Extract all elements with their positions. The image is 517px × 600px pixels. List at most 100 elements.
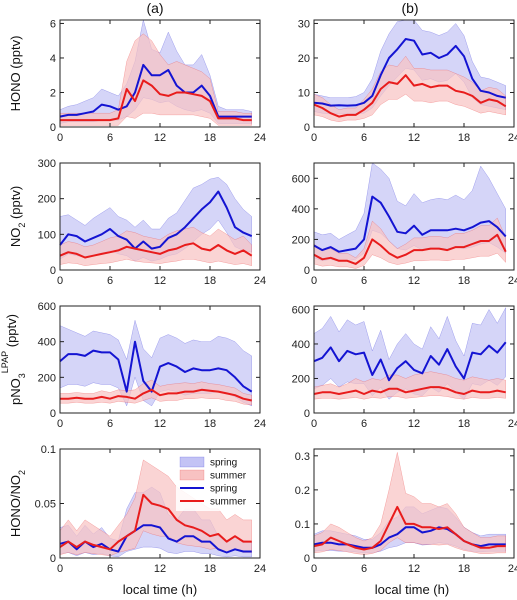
x-tick-label: 0: [57, 275, 63, 287]
x-tick-label: 12: [408, 563, 420, 575]
spring-series-line: [313, 341, 507, 382]
spring-series-line: [59, 190, 253, 250]
x-tick-label: 6: [361, 132, 367, 144]
x-tick-label: 12: [408, 275, 420, 287]
summer-series-line: [313, 505, 506, 551]
y-tick-label: 0: [304, 122, 310, 134]
x-tick-label: 0: [57, 418, 63, 430]
y-tick-label: 20: [298, 53, 310, 65]
y-tick-label: 0: [304, 408, 310, 420]
y-axis-label: NO2 (pptv): [8, 186, 27, 247]
y-tick-label: 600: [292, 173, 310, 185]
y-axis-label: HONO (pptv): [8, 36, 23, 112]
spring-series-line: [313, 38, 506, 107]
x-tick-label: 6: [107, 132, 113, 144]
x-tick-label: 24: [254, 132, 266, 144]
y-axis-label: HONO/NO2: [8, 470, 27, 537]
y-tick-label: 300: [38, 158, 56, 170]
legend-label: spring: [210, 458, 237, 469]
y-tick-label: 10: [298, 87, 310, 99]
summer-series-line: [59, 242, 253, 259]
x-tick-label: 6: [361, 275, 367, 287]
y-tick-label: 400: [38, 337, 56, 349]
panel: 0 6 12 18 24 0 0.05 0.1: [35, 444, 267, 575]
legend-summer-band-swatch: [179, 469, 205, 481]
column-title-b: (b): [401, 0, 418, 16]
summer-range-band: [59, 33, 252, 126]
x-tick-label: 0: [311, 275, 317, 287]
x-tick-label: 6: [107, 563, 113, 575]
panels: 0612182402460612182401020300612182401002…: [0, 18, 517, 575]
x-tick-label: 0: [57, 132, 63, 144]
x-tick-label: 18: [204, 132, 216, 144]
x-tick-label: 18: [458, 132, 470, 144]
summer-range-band: [313, 55, 506, 123]
x-tick-label: 12: [154, 418, 166, 430]
panel: 0 6 12 18 24 0 0.1 0.2 0.3: [295, 448, 517, 575]
panel: 0 6 12 18 24 0 100 200 300: [38, 158, 266, 287]
x-tick-label: 6: [361, 418, 367, 430]
summer-series-line: [313, 74, 507, 118]
y-tick-label: 0: [50, 553, 56, 565]
x-axis-label-a: local time (h): [123, 582, 197, 597]
summer-series-line: [60, 79, 252, 122]
y-tick-label: 0.3: [295, 451, 310, 463]
y-tick-label: 0.05: [35, 499, 56, 511]
spring-series-line: [313, 195, 507, 253]
x-tick-label: 0: [311, 132, 317, 144]
x-tick-label: 18: [204, 563, 216, 575]
x-tick-label: 0: [57, 563, 63, 575]
y-tick-label: 4: [50, 53, 56, 65]
x-tick-label: 24: [508, 132, 517, 144]
y-axis-label: pNO3LPAP (pptv): [0, 314, 27, 405]
column-title-a: (a): [146, 0, 163, 16]
y-tick-label: 600: [38, 301, 56, 313]
x-tick-label: 18: [458, 563, 470, 575]
y-tick-label: 600: [292, 304, 310, 316]
x-tick-label: 0: [311, 418, 317, 430]
x-tick-label: 18: [458, 418, 470, 430]
panel: 0 6 12 18 24 0 200 400 600: [292, 304, 517, 430]
legend-spring-band-swatch: [179, 456, 205, 468]
legend-label: summer: [210, 471, 247, 482]
panel: 0 6 12 18 24 0 200 400 600: [38, 301, 266, 430]
summer-series-line: [313, 233, 507, 265]
legend-label: spring: [210, 484, 237, 495]
y-tick-label: 0: [50, 122, 56, 134]
x-tick-label: 6: [107, 418, 113, 430]
y-tick-label: 200: [292, 373, 310, 385]
x-tick-label: 18: [458, 275, 470, 287]
x-tick-label: 18: [204, 418, 216, 430]
x-tick-label: 6: [361, 563, 367, 575]
x-tick-label: 24: [254, 275, 266, 287]
summer-series-line: [313, 386, 506, 395]
x-tick-label: 12: [154, 275, 166, 287]
x-axis-label-b: local time (h): [375, 582, 449, 597]
x-tick-label: 12: [154, 132, 166, 144]
summer-series-line: [59, 493, 252, 551]
y-tick-label: 200: [38, 372, 56, 384]
x-tick-label: 12: [154, 563, 166, 575]
x-tick-label: 12: [408, 132, 420, 144]
y-tick-label: 200: [38, 194, 56, 206]
summer-range-band: [313, 217, 506, 269]
y-tick-label: 30: [298, 18, 310, 30]
spring-series-line: [59, 340, 253, 393]
y-tick-label: 0.1: [295, 519, 310, 531]
legend-label: summer: [210, 497, 247, 508]
y-tick-label: 0: [304, 265, 310, 277]
panel: 0 6 12 18 24 0 200 400 600: [292, 162, 517, 287]
y-tick-label: 0: [304, 553, 310, 565]
x-tick-label: 6: [107, 275, 113, 287]
y-tick-label: 6: [50, 18, 56, 30]
x-tick-label: 12: [408, 418, 420, 430]
x-tick-label: 24: [508, 563, 517, 575]
y-tick-label: 2: [50, 87, 56, 99]
summer-range-band: [59, 226, 252, 267]
panel: 0 6 12 18 24 0 10 20 30: [298, 18, 517, 144]
summer-range-band: [313, 452, 506, 555]
spring-series-line: [59, 524, 252, 554]
x-tick-label: 24: [508, 418, 517, 430]
